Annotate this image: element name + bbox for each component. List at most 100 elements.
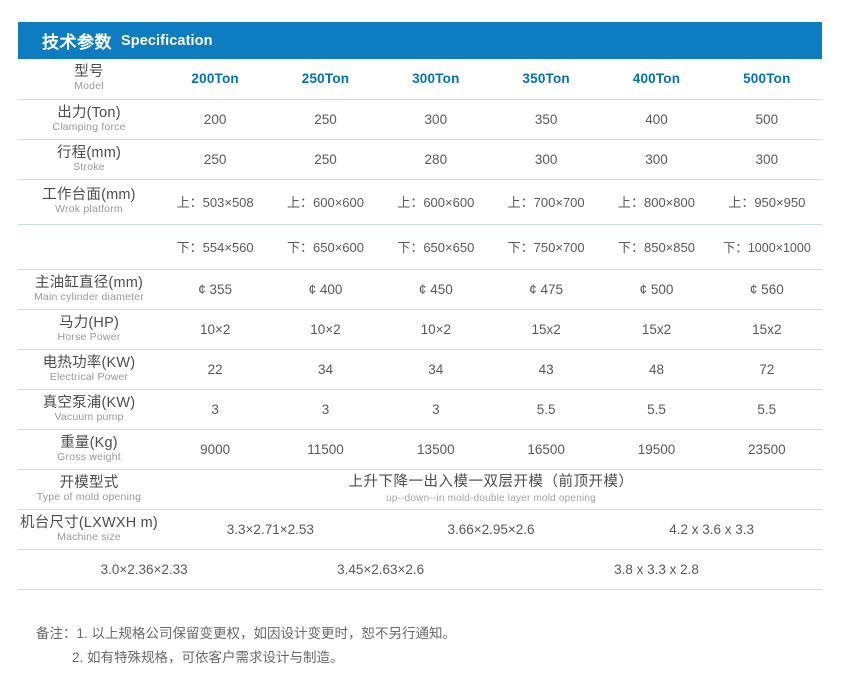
cell-value: 10×2 [380,309,491,350]
row-label-en: Gross weight [57,450,121,463]
row-label-gross-weight: 重量(Kg) Gross weight [18,429,160,470]
cell-value: 下：750×700 [490,224,602,270]
row-label-cn: 马力(HP) [59,314,119,331]
cell-value: 250 [270,99,381,140]
cell-value: 300 [711,139,822,180]
table-row: 电热功率(KW) Electrical Power 22 34 34 43 48… [18,349,822,390]
cell-value: 4.2 x 3.6 x 3.3 [601,509,822,550]
section-title-cn: 技术参数 [42,33,112,52]
row-label-en: Machine size [57,530,121,543]
specification-table: 型号 Model 200Ton 250Ton 300Ton 350Ton 400… [18,59,822,590]
row-label-cn: 机台尺寸(LXWXH m) [20,514,158,531]
cell-value: 上：600×600 [380,179,491,225]
cell-value: 400 [601,99,712,140]
cell-value: 19500 [601,429,712,470]
cell-value: 9000 [160,429,271,470]
cell-value: ¢ 475 [490,269,602,310]
cell-value: 10×2 [270,309,381,350]
footnotes: 备注：1. 以上规格公司保留变更权，如因设计变更时，恕不另行通知。 2. 如有特… [36,622,736,669]
table-row-machine-size: 机台尺寸(LXWXH m) Machine size 3.3×2.71×2.53… [18,509,822,550]
cell-value: 300 [380,99,491,140]
cell-value: 500 [711,99,822,140]
cell-value: 下：850×850 [601,224,712,270]
cell-value: 3 [160,389,271,430]
table-row: 真空泵浦(KW) Vacuum pump 3 3 3 5.5 5.5 5.5 [18,389,822,430]
row-label-en: Wrok platform [55,203,123,216]
cell-value: 下：650×600 [270,224,381,270]
row-label-stroke: 行程(mm) Stroke [18,139,160,180]
cell-value: 300 [490,139,602,180]
row-label-electrical-power: 电热功率(KW) Electrical Power [18,349,160,390]
mold-opening-value-en: up--down--in mold-double layer mold open… [386,492,596,504]
table-row: 马力(HP) Horse Power 10×2 10×2 10×2 15x2 1… [18,309,822,350]
cell-value: 5.5 [711,389,822,430]
table-row: 重量(Kg) Gross weight 9000 11500 13500 165… [18,429,822,470]
cell-value: 250 [270,139,381,180]
cell-value: 34 [380,349,491,390]
table-row: 下：554×560 下：650×600 下：650×650 下：750×700 … [18,224,822,270]
cell-value: 22 [160,349,271,390]
cell-value: 3.66×2.95×2.6 [380,509,602,550]
cell-value: 250 [160,139,271,180]
row-label-cn: 主油缸直径(mm) [34,274,144,291]
row-label-work-platform-cont [18,224,160,270]
row-label-cn: 工作台面(mm) [42,187,136,203]
cell-value: 3 [380,389,491,430]
section-header-bar: 技术参数 Specification [18,22,822,59]
cell-value: 72 [711,349,822,390]
cell-value: 3.3×2.71×2.53 [160,509,381,550]
cell-value: 48 [601,349,712,390]
cell-value: 34 [270,349,381,390]
cell-value: 15x2 [490,309,602,350]
mold-opening-value: 上升下降一出入模一双层开模（前顶开模） up--down--in mold-do… [160,469,822,510]
cell-value: 上：800×800 [601,179,712,225]
row-label-cn: 真空泵浦(KW) [42,394,136,411]
cell-value: 200 [160,99,271,140]
cell-value: 上：503×508 [160,179,271,225]
footnote-line-1: 备注：1. 以上规格公司保留变更权，如因设计变更时，恕不另行通知。 [36,626,457,641]
table-row-mold-opening: 开模型式 Type of mold opening 上升下降一出入模一双层开模（… [18,469,822,510]
cell-value: 15x2 [601,309,712,350]
cell-value: 上：950×950 [711,179,822,225]
section-title-en: Specification [121,32,213,49]
table-row: 工作台面(mm) Wrok platform 上：503×508 上：600×6… [18,179,822,225]
column-header-500ton: 500Ton [711,59,822,100]
column-header-200ton: 200Ton [160,59,271,100]
row-label-en: Type of mold opening [36,490,142,503]
row-label-mold-opening: 开模型式 Type of mold opening [18,469,160,510]
cell-value: 5.5 [490,389,602,430]
row-label-en: Clamping force [52,120,126,133]
cell-value: ¢ 560 [711,269,822,310]
column-header-300ton: 300Ton [380,59,491,100]
cell-value: 3.45×2.63×2.6 [270,549,491,590]
column-header-400ton: 400Ton [601,59,712,100]
cell-value: 5.5 [601,389,712,430]
cell-value: 23500 [711,429,822,470]
row-label-en: Main cylinder diameter [33,290,145,303]
row-label-cn: 开模型式 [59,474,119,491]
cell-value: 16500 [490,429,602,470]
row-label-cn: 重量(Kg) [60,434,118,451]
row-label-en: Stroke [73,160,105,173]
row-label-clamping-force: 出力(Ton) Clamping force [18,99,160,140]
row-label-horse-power: 马力(HP) Horse Power [18,309,160,350]
table-header-row: 型号 Model 200Ton 250Ton 300Ton 350Ton 400… [18,59,822,100]
cell-value: 11500 [270,429,381,470]
row-label-en: Electrical Power [49,370,129,383]
cell-value: ¢ 500 [601,269,712,310]
cell-value: 上：700×700 [490,179,602,225]
cell-value: 下：1000×1000 [711,224,822,270]
cell-value: 13500 [380,429,491,470]
cell-value: ¢ 450 [380,269,491,310]
cell-value: 300 [601,139,712,180]
row-label-cn: 型号 [74,64,104,81]
cell-value: 3.0×2.36×2.33 [18,549,271,590]
table-row: 主油缸直径(mm) Main cylinder diameter ¢ 355 ¢… [18,269,822,310]
table-row: 行程(mm) Stroke 250 250 280 300 300 300 [18,139,822,180]
cell-value: 15x2 [711,309,822,350]
row-label-main-cylinder-diameter: 主油缸直径(mm) Main cylinder diameter [18,269,160,310]
footnote-line-2: 2. 如有特殊规格，可依客户需求设计与制造。 [72,649,344,665]
cell-value: 280 [380,139,491,180]
cell-value: 350 [490,99,602,140]
